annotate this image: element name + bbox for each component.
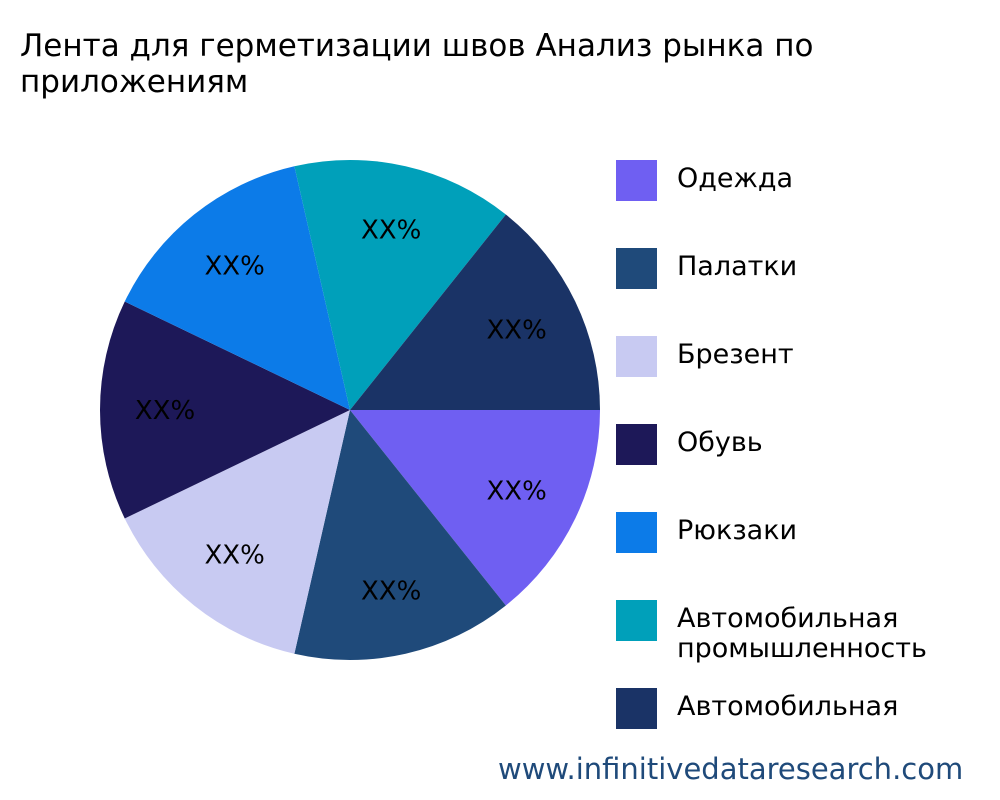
legend-label: Палатки xyxy=(677,251,798,282)
legend-label: Обувь xyxy=(677,427,763,458)
legend-label: Рюкзаки xyxy=(677,515,798,546)
legend-label: Одежда xyxy=(677,163,794,194)
legend-item: Автомобильная промышленность xyxy=(616,600,977,664)
slice-label: XX% xyxy=(487,476,547,506)
legend-swatch xyxy=(616,512,657,553)
pie-slice xyxy=(350,214,600,410)
pie-slice xyxy=(294,410,506,661)
pie-slice xyxy=(294,159,506,410)
legend-item: Рюкзаки xyxy=(616,512,977,553)
legend-item: Автомобильная xyxy=(616,688,977,729)
legend-item: Палатки xyxy=(616,248,977,289)
slice-label: XX% xyxy=(135,396,195,426)
slice-label: XX% xyxy=(361,216,421,246)
watermark: www.infinitivedataresearch.com xyxy=(498,752,964,786)
legend-swatch xyxy=(616,336,657,377)
legend-item: Брезент xyxy=(616,336,977,377)
legend-item: Одежда xyxy=(616,160,977,201)
legend-swatch xyxy=(616,160,657,201)
slice-label: XX% xyxy=(204,251,264,281)
slice-label: XX% xyxy=(204,541,264,571)
legend-swatch xyxy=(616,248,657,289)
legend-label: Автомобильная промышленность xyxy=(677,603,927,664)
legend-swatch xyxy=(616,424,657,465)
slice-label: XX% xyxy=(361,576,421,606)
pie-slice xyxy=(100,301,350,519)
pie-slice xyxy=(124,166,350,410)
legend-swatch xyxy=(616,600,657,641)
pie-slice xyxy=(124,410,350,654)
legend-label: Брезент xyxy=(677,339,794,370)
chart-title: Лента для герметизации швов Анализ рынка… xyxy=(20,28,814,100)
legend-label: Автомобильная xyxy=(677,691,899,722)
legend-swatch xyxy=(616,688,657,729)
legend-item: Обувь xyxy=(616,424,977,465)
pie-slice xyxy=(350,410,600,606)
slice-label: XX% xyxy=(487,316,547,346)
